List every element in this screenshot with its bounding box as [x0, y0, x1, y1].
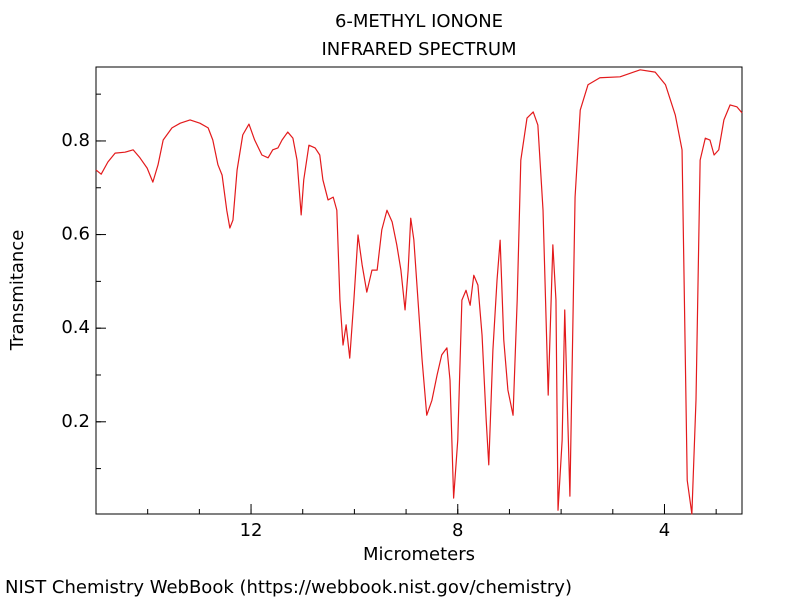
x-tick-label: 4 — [659, 520, 670, 541]
y-tick-label: 0.4 — [61, 317, 90, 338]
x-axis-label: Micrometers — [363, 544, 475, 565]
y-tick-label: 0.6 — [61, 224, 90, 245]
plot-frame — [95, 66, 743, 515]
y-axis-label: Transmitance — [7, 230, 28, 352]
y-tick-label: 0.8 — [61, 130, 90, 151]
chart-title: 6-METHYL IONONE — [335, 11, 503, 32]
spectrum-line — [95, 69, 743, 515]
y-tick-label: 0.2 — [61, 411, 90, 432]
chart-subtitle: INFRARED SPECTRUM — [321, 39, 516, 60]
x-tick-label: 12 — [240, 520, 263, 541]
footer: NIST Chemistry WebBook (https://webbook.… — [5, 577, 572, 598]
x-tick-label: 8 — [452, 520, 463, 541]
